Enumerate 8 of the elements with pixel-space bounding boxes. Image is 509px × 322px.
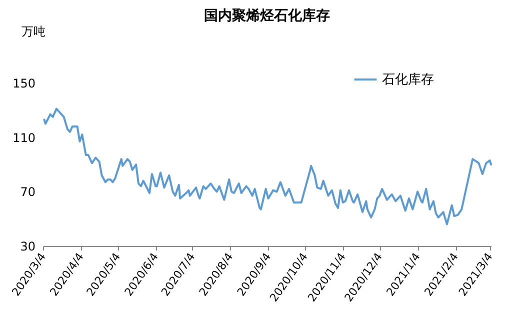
y-tick-label: 70	[20, 185, 36, 200]
y-axis-title: 万吨	[22, 24, 46, 38]
line-series	[43, 108, 492, 226]
chart-title: 国内聚烯烃石化库存	[204, 7, 330, 24]
y-tick-label: 110	[12, 130, 36, 145]
y-tick-label: 30	[20, 240, 36, 254]
y-tick-label: 150	[12, 76, 36, 90]
legend-label: 石化库存	[382, 72, 434, 88]
